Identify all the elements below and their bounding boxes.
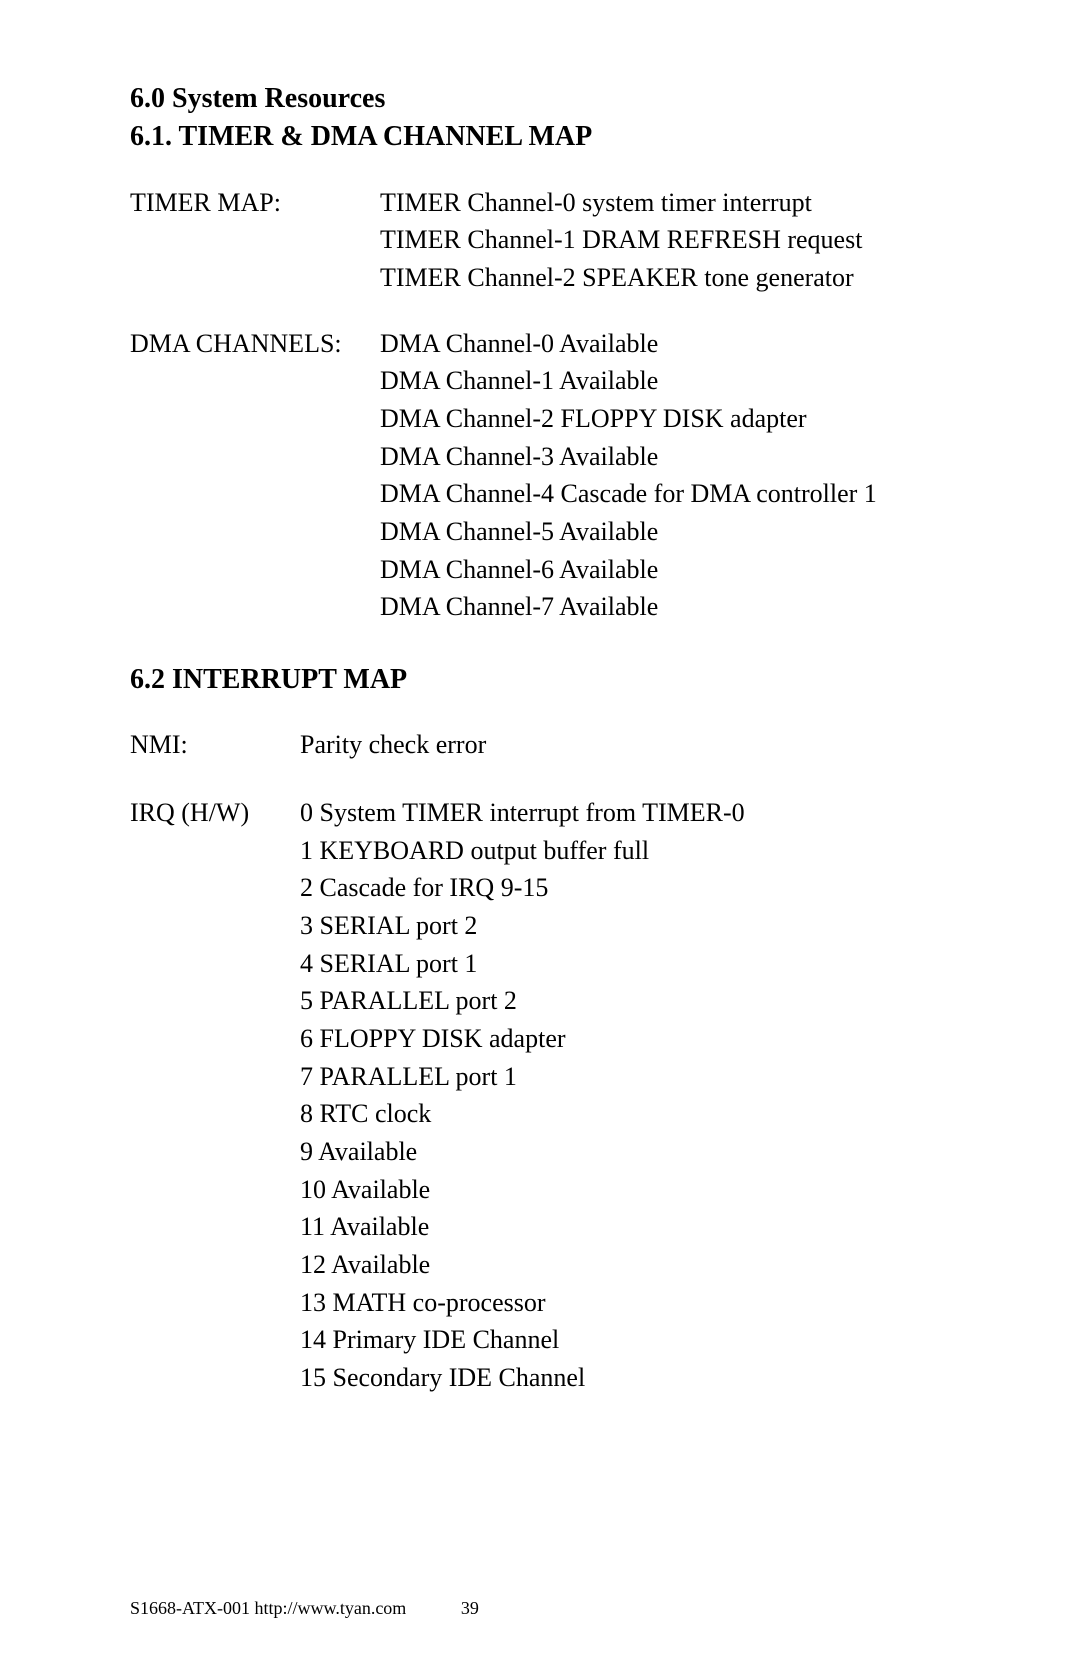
irq-line: 9 Available (300, 1133, 950, 1171)
irq-line: 15 Secondary IDE Channel (300, 1359, 950, 1397)
irq-values: 0 System TIMER interrupt from TIMER-0 1 … (300, 794, 950, 1397)
dma-line: DMA Channel-6 Available (380, 551, 950, 589)
irq-line: 2 Cascade for IRQ 9-15 (300, 869, 950, 907)
footer-doc-id: S1668-ATX-001 http://www.tyan.com (130, 1598, 406, 1618)
footer-page-number: 39 (461, 1598, 479, 1618)
irq-line: 11 Available (300, 1208, 950, 1246)
dma-line: DMA Channel-2 FLOPPY DISK adapter (380, 400, 950, 438)
irq-line: 6 FLOPPY DISK adapter (300, 1020, 950, 1058)
irq-line: 0 System TIMER interrupt from TIMER-0 (300, 794, 950, 832)
irq-line: 5 PARALLEL port 2 (300, 982, 950, 1020)
timer-map-block: TIMER MAP: TIMER Channel-0 system timer … (130, 184, 950, 297)
irq-line: 10 Available (300, 1171, 950, 1209)
irq-line: 1 KEYBOARD output buffer full (300, 832, 950, 870)
dma-line: DMA Channel-4 Cascade for DMA controller… (380, 475, 950, 513)
section-heading-61: 6.1. TIMER & DMA CHANNEL MAP (130, 118, 950, 156)
page-footer: S1668-ATX-001 http://www.tyan.com 39 (130, 1598, 479, 1619)
timer-map-values: TIMER Channel-0 system timer interrupt T… (380, 184, 950, 297)
dma-channels-label: DMA CHANNELS: (130, 325, 380, 627)
dma-line: DMA Channel-1 Available (380, 362, 950, 400)
timer-map-label: TIMER MAP: (130, 184, 380, 297)
irq-label: IRQ (H/W) (130, 794, 300, 1397)
section-heading-62: 6.2 INTERRUPT MAP (130, 664, 950, 696)
irq-line: 4 SERIAL port 1 (300, 945, 950, 983)
nmi-value: Parity check error (300, 726, 950, 764)
nmi-label: NMI: (130, 726, 300, 764)
irq-line: 12 Available (300, 1246, 950, 1284)
irq-block: IRQ (H/W) 0 System TIMER interrupt from … (130, 794, 950, 1397)
timer-line: TIMER Channel-1 DRAM REFRESH request (380, 221, 950, 259)
irq-line: 7 PARALLEL port 1 (300, 1058, 950, 1096)
timer-line: TIMER Channel-2 SPEAKER tone generator (380, 259, 950, 297)
nmi-block: NMI: Parity check error (130, 726, 950, 764)
nmi-line: Parity check error (300, 726, 950, 764)
irq-line: 3 SERIAL port 2 (300, 907, 950, 945)
section-heading-60: 6.0 System Resources (130, 80, 950, 118)
irq-line: 14 Primary IDE Channel (300, 1321, 950, 1359)
dma-channels-values: DMA Channel-0 Available DMA Channel-1 Av… (380, 325, 950, 627)
dma-line: DMA Channel-7 Available (380, 588, 950, 626)
dma-line: DMA Channel-0 Available (380, 325, 950, 363)
irq-line: 8 RTC clock (300, 1095, 950, 1133)
dma-channels-block: DMA CHANNELS: DMA Channel-0 Available DM… (130, 325, 950, 627)
timer-line: TIMER Channel-0 system timer interrupt (380, 184, 950, 222)
dma-line: DMA Channel-5 Available (380, 513, 950, 551)
dma-line: DMA Channel-3 Available (380, 438, 950, 476)
irq-line: 13 MATH co-processor (300, 1284, 950, 1322)
